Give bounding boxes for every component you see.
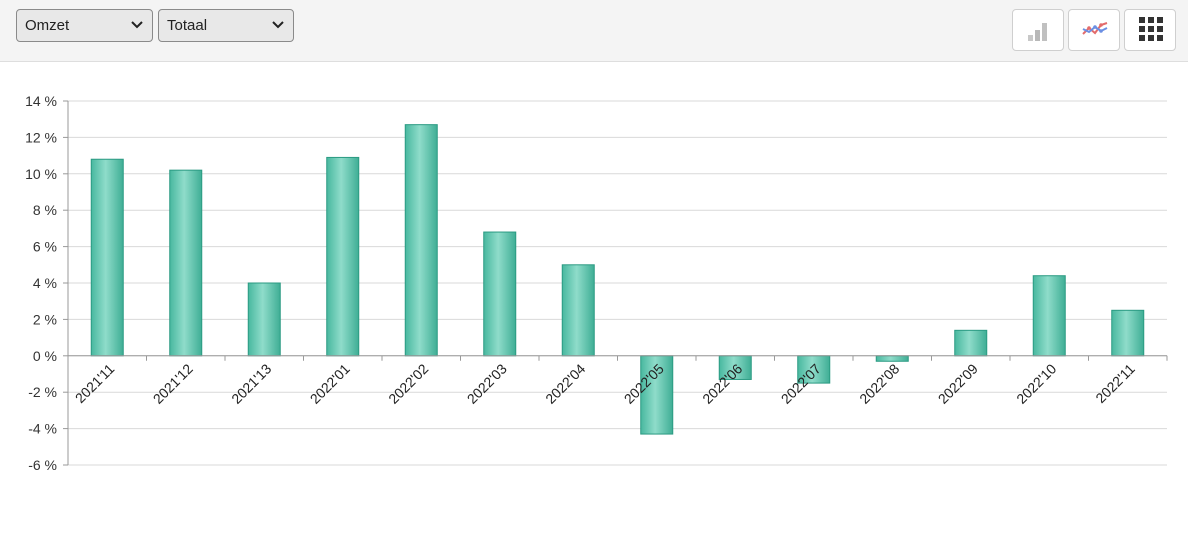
bar-chart-button[interactable] [1012, 9, 1064, 51]
x-tick-label: 2022'03 [464, 360, 510, 406]
chevron-down-icon [272, 21, 284, 29]
y-tick-label: 12 % [25, 129, 57, 145]
bar-2022'11[interactable] [1111, 309, 1145, 357]
group-select-value: Totaal [167, 17, 208, 34]
toolbar: Omzet Totaal [0, 0, 1188, 62]
y-tick-label: 10 % [25, 166, 57, 182]
bar-2022'10[interactable] [1032, 275, 1066, 357]
measure-select-value: Omzet [25, 17, 70, 34]
bar-2022'09[interactable] [954, 329, 988, 357]
table-view-button[interactable] [1124, 9, 1176, 51]
group-select[interactable]: Totaal [158, 9, 294, 42]
y-tick-label: -4 % [28, 421, 57, 437]
x-tick-label: 2022'02 [385, 360, 431, 406]
x-tick-label: 2021'11 [72, 360, 118, 406]
y-tick-label: -6 % [28, 457, 57, 473]
bar-2022'08[interactable] [875, 355, 909, 362]
bar-2022'05[interactable] [640, 355, 674, 435]
x-tick-label: 2022'10 [1013, 360, 1059, 406]
bar-chart-icon [1028, 23, 1047, 41]
x-tick-label: 2022'04 [542, 360, 588, 406]
bar-2021'11[interactable] [90, 158, 124, 357]
measure-select[interactable]: Omzet [16, 9, 153, 42]
y-tick-label: 4 % [33, 275, 57, 291]
y-tick-label: 8 % [33, 202, 57, 218]
bar-2022'03[interactable] [483, 231, 517, 357]
bar-2021'13[interactable] [247, 282, 281, 357]
bar-chart: 14 % 12 % 10 % 8 % 6 % 4 % 2 % 0 % -2 % -4 % -6 % 2… [25, 93, 1168, 473]
y-tick-label: 14 % [25, 93, 57, 109]
x-tick-label: 2021'12 [150, 360, 196, 406]
bar-2022'04[interactable] [561, 264, 595, 357]
y-tick-label: 2 % [33, 311, 57, 327]
line-chart-button[interactable] [1068, 9, 1120, 51]
y-tick-label: 6 % [33, 239, 57, 255]
chart-area: 14 % 12 % 10 % 8 % 6 % 4 % 2 % 0 % -2 % -4 % -6 % 2… [0, 63, 1188, 541]
x-tick-label: 2022'09 [935, 360, 981, 406]
x-tick-label: 2022'11 [1092, 360, 1138, 406]
x-tick-label: 2021'13 [228, 360, 274, 406]
y-tick-label: 0 % [33, 348, 57, 364]
bar-2022'02[interactable] [404, 124, 438, 357]
y-tick-label: -2 % [28, 384, 57, 400]
bar-2021'12[interactable] [169, 169, 203, 357]
chevron-down-icon [131, 21, 143, 29]
line-chart-icon [1082, 22, 1108, 35]
x-tick-label: 2022'01 [307, 360, 353, 406]
grid-icon [1139, 17, 1163, 41]
x-tick-label: 2022'08 [856, 360, 902, 406]
bar-2022'07[interactable] [797, 355, 831, 384]
bar-2022'01[interactable] [326, 156, 360, 357]
